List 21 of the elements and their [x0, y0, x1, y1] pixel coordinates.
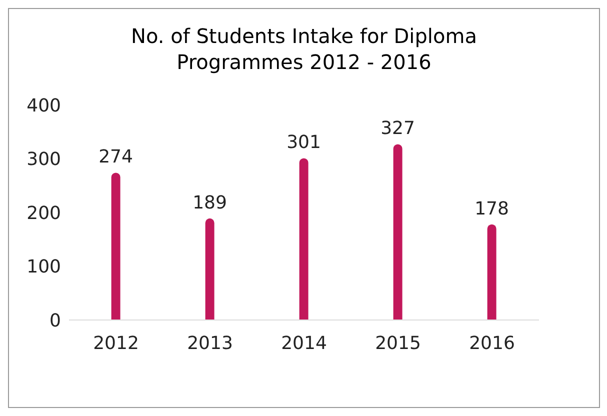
- bar: [393, 144, 402, 320]
- x-tick-label: 2014: [281, 332, 327, 354]
- y-tick-label: 100: [26, 256, 61, 278]
- x-tick-label: 2016: [469, 332, 515, 354]
- x-tick-label: 2013: [187, 332, 233, 354]
- bar: [299, 158, 308, 320]
- x-tick-label: 2012: [93, 332, 139, 354]
- data-label: 189: [192, 192, 227, 214]
- bar: [205, 218, 214, 320]
- bar: [487, 224, 496, 320]
- bar: [111, 172, 120, 320]
- x-tick-label: 2015: [375, 332, 421, 354]
- chart-title: No. of Students Intake for Diploma Programmes 2012 - 2016: [130, 23, 478, 75]
- data-label: 274: [98, 146, 133, 168]
- y-tick-label: 200: [26, 202, 61, 224]
- data-label: 327: [380, 118, 415, 140]
- y-tick-label: 400: [26, 95, 61, 116]
- data-label: 301: [286, 132, 321, 154]
- y-tick-label: 0: [50, 310, 61, 332]
- y-tick-label: 300: [26, 149, 61, 170]
- data-label: 178: [474, 198, 509, 220]
